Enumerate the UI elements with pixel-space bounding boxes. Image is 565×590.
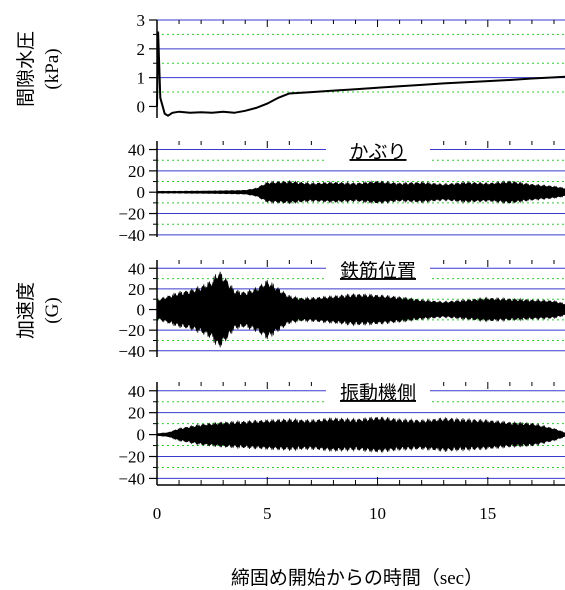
panel-cover: 40 20 0 −20 −40 かぶり <box>118 141 565 245</box>
panel-title-backdrop <box>326 382 430 404</box>
y-tick-label: −40 <box>118 226 145 245</box>
y-tick-label: 0 <box>137 301 146 320</box>
panel-rebar-position: 40 20 0−20 −40 鉄筋位置 <box>118 259 565 361</box>
series-line <box>156 31 565 117</box>
y-tick-label: 40 <box>128 382 145 401</box>
x-tick-label: 5 <box>263 504 272 523</box>
y-tick-label: 20 <box>128 404 145 423</box>
y-tick-label: 1 <box>137 69 146 88</box>
y-axis-label-acceleration-line: 加速度 <box>15 282 37 339</box>
y-tick-label: −20 <box>118 448 145 467</box>
y-tick-label: 2 <box>137 40 146 59</box>
y-tick-label: 0 <box>137 426 146 445</box>
y-tick-label: −40 <box>118 342 145 361</box>
y-tick-label: 20 <box>128 280 145 299</box>
series-envelope <box>156 271 565 348</box>
y-tick-label: 20 <box>128 162 145 181</box>
panel-title: 鉄筋位置 <box>340 260 416 282</box>
y-axis-label-acceleration-line: (G) <box>42 297 63 323</box>
panel-title-backdrop <box>326 260 430 282</box>
x-tick-label: 10 <box>369 504 386 523</box>
series-envelope <box>156 416 565 454</box>
y-axis-label-acceleration: 加速度 (G) <box>15 282 63 339</box>
y-tick-label: −20 <box>118 321 145 340</box>
y-tick-label: 40 <box>128 259 145 278</box>
series-envelope <box>156 180 565 205</box>
panel-title: 振動機側 <box>340 382 416 404</box>
x-tick-label: 0 <box>153 504 162 523</box>
y-tick-label: −40 <box>118 469 145 488</box>
y-axis-label-pressure-line: (kPa) <box>42 48 63 89</box>
panel-vibrator-side: 40 20 0 −20 −40 振動機側 <box>118 382 565 488</box>
y-tick-label: 0 <box>137 183 146 202</box>
y-tick-label: −20 <box>118 205 145 224</box>
panel-pore-pressure: 0 1 2 3 <box>137 11 565 118</box>
panel-title-backdrop <box>326 141 430 163</box>
x-axis-label: 締固め開始からの時間（sec） <box>231 567 483 589</box>
panel-title: かぶり <box>349 142 406 163</box>
y-tick-label: 40 <box>128 141 145 160</box>
y-tick-label: 3 <box>137 11 146 30</box>
chart-panels: 012340200−20−40かぶり40200−20−40鉄筋位置40200−2… <box>15 11 565 523</box>
x-tick-label: 15 <box>479 504 496 523</box>
y-axis-label-pressure-line: 間隙水圧 <box>15 31 37 107</box>
y-axis-label-pressure: 間隙水圧 (kPa) <box>15 31 63 107</box>
y-tick-label: 0 <box>137 97 146 116</box>
